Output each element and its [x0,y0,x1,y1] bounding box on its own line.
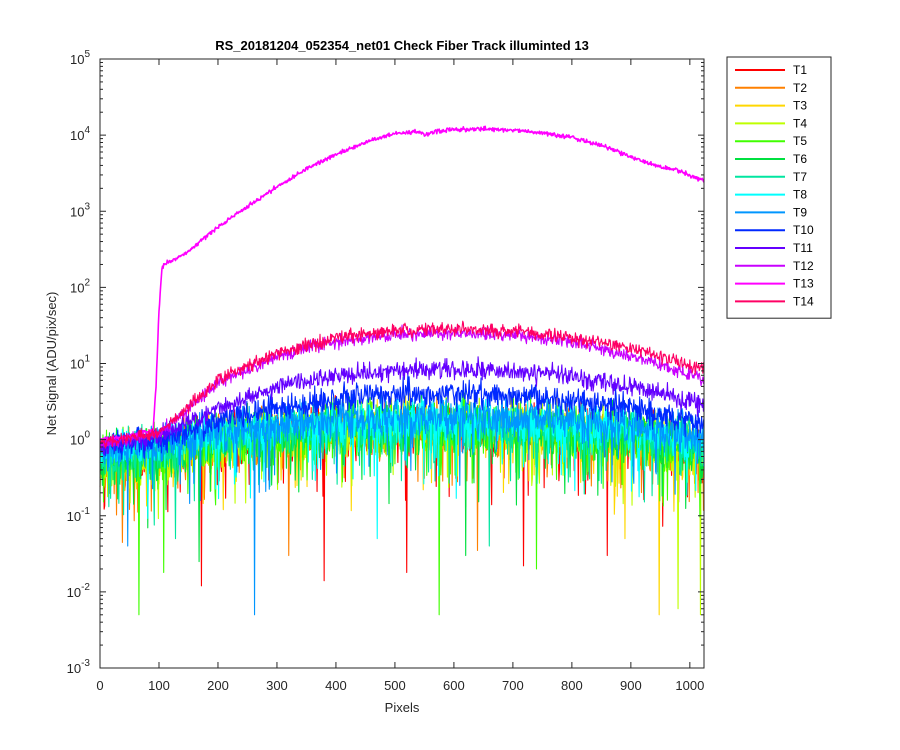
series-line-t14 [99,320,705,449]
y-tick-exponent: -2 [81,582,90,593]
y-tick-exponent: 0 [84,430,90,441]
x-tick-label: 900 [620,678,642,693]
legend-item-t12: T12 [735,259,814,273]
y-tick-mantissa: 10 [70,128,84,143]
legend-label: T2 [793,81,807,95]
y-axis-label: Net Signal (ADU/pix/sec) [44,292,59,436]
x-tick-label: 700 [502,678,524,693]
y-tick-label: 100 [70,430,90,448]
y-tick-mantissa: 10 [70,280,84,295]
x-tick-label: 100 [148,678,170,693]
x-tick-label: 400 [325,678,347,693]
y-tick-label: 101 [70,354,90,372]
x-tick-label: 600 [443,678,465,693]
x-tick-label: 1000 [675,678,704,693]
legend-item-t14: T14 [735,294,814,308]
y-tick-exponent: 1 [84,354,90,365]
y-tick-mantissa: 10 [70,433,84,448]
legend-label: T3 [793,99,807,113]
legend-item-t9: T9 [735,205,807,219]
y-tick-label: 10-1 [67,506,91,524]
y-tick-mantissa: 10 [70,357,84,372]
legend-label: T7 [793,170,807,184]
legend-item-t3: T3 [735,99,807,113]
x-tick-label: 200 [207,678,229,693]
legend-item-t5: T5 [735,134,807,148]
y-tick-exponent: 4 [84,125,90,136]
legend-item-t6: T6 [735,152,807,166]
x-tick-label: 300 [266,678,288,693]
y-tick-mantissa: 10 [67,661,81,676]
y-tick-exponent: 3 [84,201,90,212]
legend-item-t13: T13 [735,277,814,291]
x-tick-label: 800 [561,678,583,693]
legend: T1 T2 T3 T4 T5 T6 T7 T8 T9 T10 T11 T12 T13 T14 [726,56,832,319]
y-tick-exponent: 5 [84,49,90,60]
plot-area [100,59,704,668]
y-tick-exponent: 2 [84,277,90,288]
y-tick-label: 105 [70,49,90,67]
series-line-t9 [99,393,705,616]
legend-label: T10 [793,223,814,237]
legend-label: T4 [793,116,807,130]
y-tick-mantissa: 10 [67,509,81,524]
y-tick-label: 102 [70,277,90,295]
x-axis-label: Pixels [385,700,420,715]
y-tick-exponent: -3 [81,658,90,669]
y-tick-label: 103 [70,201,90,219]
legend-label: T11 [793,241,813,255]
legend-item-t11: T11 [735,241,813,255]
legend-label: T8 [793,188,807,202]
legend-item-t2: T2 [735,81,807,95]
legend-label: T9 [793,205,807,219]
chart-title: RS_20181204_052354_net01 Check Fiber Tra… [215,38,589,53]
legend-label: T14 [793,294,814,308]
legend-label: T1 [793,63,807,77]
legend-label: T12 [793,259,814,273]
series-lines [99,125,705,616]
y-tick-mantissa: 10 [70,204,84,219]
y-tick-mantissa: 10 [70,52,84,67]
legend-item-t10: T10 [735,223,814,237]
legend-label: T6 [793,152,807,166]
legend-box [726,56,832,319]
series-line-t13 [99,125,705,442]
legend-label: T13 [793,277,814,291]
x-tick-label: 0 [96,678,103,693]
legend-item-t4: T4 [735,116,807,130]
legend-label: T5 [793,134,807,148]
y-tick-label: 10-2 [67,582,91,600]
legend-item-t7: T7 [735,170,807,184]
legend-item-t1: T1 [735,63,807,77]
y-tick-exponent: -1 [81,506,90,517]
series-line-t11 [99,356,705,456]
x-tick-label: 500 [384,678,406,693]
y-tick-label: 10-3 [67,658,91,676]
y-tick-mantissa: 10 [67,585,81,600]
legend-item-t8: T8 [735,188,807,202]
y-tick-label: 104 [70,125,90,143]
